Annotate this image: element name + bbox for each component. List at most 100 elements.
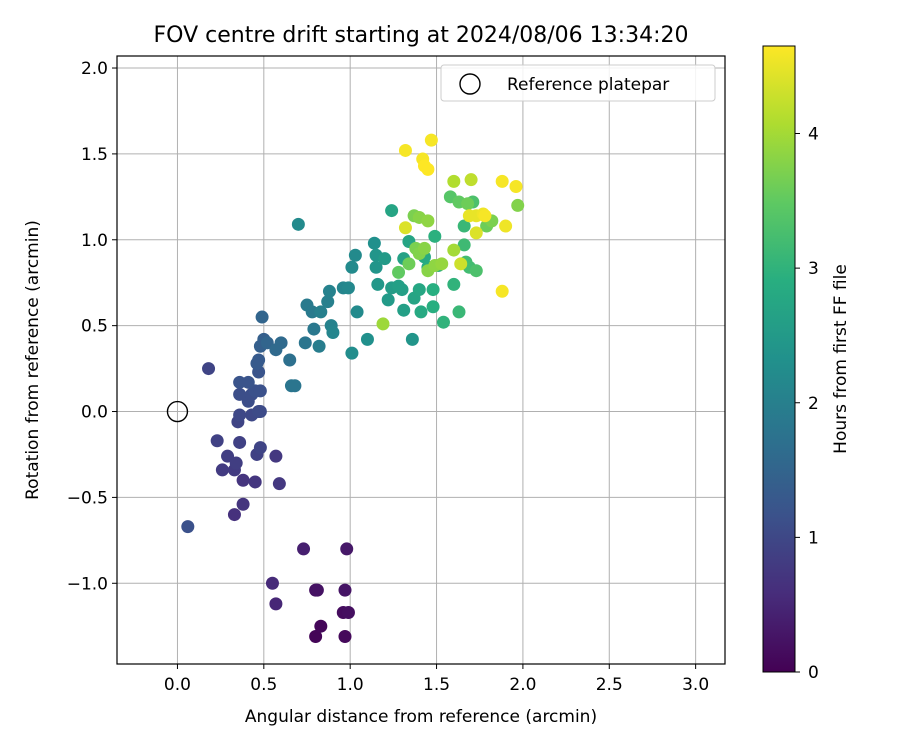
scatter-point bbox=[181, 520, 195, 534]
scatter-point bbox=[412, 283, 426, 297]
y-tick-label: 1.0 bbox=[81, 231, 108, 251]
scatter-point bbox=[241, 375, 255, 389]
x-tick-label: 3.0 bbox=[682, 675, 709, 695]
scatter-point bbox=[369, 260, 383, 274]
scatter-point bbox=[314, 305, 328, 319]
x-tick-label: 2.0 bbox=[509, 675, 536, 695]
legend-label-reference: Reference platepar bbox=[507, 75, 669, 95]
scatter-point bbox=[454, 257, 468, 271]
scatter-point bbox=[499, 219, 513, 233]
scatter-point bbox=[421, 214, 435, 228]
scatter-point bbox=[338, 583, 352, 597]
scatter-point bbox=[274, 336, 288, 350]
scatter-point bbox=[283, 353, 297, 367]
scatter-point bbox=[509, 180, 523, 194]
x-tick-label: 2.5 bbox=[596, 675, 623, 695]
scatter-point bbox=[397, 303, 411, 317]
scatter-point bbox=[236, 497, 250, 511]
scatter-point bbox=[236, 473, 250, 487]
scatter-point bbox=[253, 405, 267, 419]
scatter-point bbox=[381, 293, 395, 307]
scatter-point bbox=[405, 332, 419, 346]
chart-title: FOV centre drift starting at 2024/08/06 … bbox=[154, 23, 689, 48]
scatter-point bbox=[436, 315, 450, 329]
scatter-point bbox=[227, 508, 241, 522]
scatter-point bbox=[464, 173, 478, 187]
scatter-point bbox=[426, 283, 440, 297]
scatter-point bbox=[322, 284, 336, 298]
scatter-point bbox=[265, 576, 279, 590]
scatter-point bbox=[457, 238, 471, 252]
scatter-point bbox=[360, 332, 374, 346]
scatter-point bbox=[402, 257, 416, 271]
reference-platepar-marker bbox=[166, 400, 189, 423]
y-axis-ticks: −1.0 −0.5 0.0 0.5 1.0 1.5 2.0 bbox=[67, 59, 117, 594]
y-tick-label: 1.5 bbox=[81, 145, 108, 165]
x-tick-label: 1.0 bbox=[337, 675, 364, 695]
scatter-point bbox=[269, 449, 283, 463]
scatter-point bbox=[376, 317, 390, 331]
scatter-point bbox=[229, 456, 243, 470]
colorbar: 0 1 2 3 4 Hours from first FF file bbox=[762, 45, 851, 683]
scatter-point bbox=[350, 305, 364, 319]
colorbar-tick-label: 2 bbox=[808, 394, 819, 414]
scatter-point bbox=[478, 209, 492, 223]
x-axis-ticks: 0.0 0.5 1.0 1.5 2.0 2.5 3.0 bbox=[164, 664, 709, 695]
scatter-point bbox=[326, 326, 340, 340]
legend: Reference platepar bbox=[440, 64, 716, 102]
y-tick-label: −1.0 bbox=[67, 574, 108, 594]
y-tick-label: 0.5 bbox=[81, 317, 108, 337]
scatter-point bbox=[398, 221, 412, 235]
colorbar-gradient bbox=[762, 45, 796, 673]
grid-lines bbox=[117, 56, 725, 664]
y-tick-label: 2.0 bbox=[81, 59, 108, 79]
scatter-point bbox=[291, 217, 305, 231]
scatter-point bbox=[457, 219, 471, 233]
scatter-points bbox=[166, 133, 525, 644]
y-tick-label: 0.0 bbox=[81, 403, 108, 423]
scatter-point bbox=[469, 264, 483, 278]
scatter-point bbox=[248, 475, 262, 489]
scatter-point bbox=[269, 597, 283, 611]
colorbar-tick-label: 3 bbox=[808, 259, 819, 279]
x-tick-label: 1.5 bbox=[423, 675, 450, 695]
x-tick-label: 0.0 bbox=[164, 675, 191, 695]
scatter-point bbox=[253, 384, 267, 398]
scatter-point bbox=[469, 226, 483, 240]
scatter-point bbox=[272, 477, 286, 491]
scatter-point bbox=[395, 283, 409, 297]
scatter-point bbox=[461, 197, 475, 211]
scatter-point bbox=[495, 174, 509, 188]
colorbar-tick-label: 4 bbox=[808, 125, 819, 145]
legend-marker-reference bbox=[459, 73, 481, 95]
scatter-point bbox=[202, 362, 216, 376]
scatter-point bbox=[252, 353, 266, 367]
scatter-point bbox=[495, 284, 509, 298]
scatter-point bbox=[428, 229, 442, 243]
scatter-point bbox=[253, 441, 267, 455]
colorbar-label: Hours from first FF file bbox=[831, 264, 851, 454]
scatter-point bbox=[340, 542, 354, 556]
scatter-point bbox=[367, 236, 381, 250]
scatter-point bbox=[338, 630, 352, 644]
scatter-point bbox=[345, 260, 359, 274]
plot-frame bbox=[116, 55, 726, 665]
scatter-point bbox=[424, 133, 438, 147]
scatter-point bbox=[309, 630, 323, 644]
scatter-point bbox=[298, 336, 312, 350]
x-tick-label: 0.5 bbox=[250, 675, 277, 695]
scatter-point bbox=[371, 277, 385, 291]
scatter-point bbox=[307, 322, 321, 336]
scatter-point bbox=[233, 408, 247, 422]
legend-box bbox=[440, 64, 716, 102]
x-axis-label: Angular distance from reference (arcmin) bbox=[245, 707, 597, 727]
scatter-point bbox=[421, 162, 435, 176]
scatter-point bbox=[341, 605, 355, 619]
scatter-point bbox=[210, 434, 224, 448]
scatter-point bbox=[233, 435, 247, 449]
scatter-point bbox=[398, 143, 412, 157]
scatter-point bbox=[385, 204, 399, 218]
scatter-point bbox=[310, 583, 324, 597]
scatter-point bbox=[233, 387, 247, 401]
